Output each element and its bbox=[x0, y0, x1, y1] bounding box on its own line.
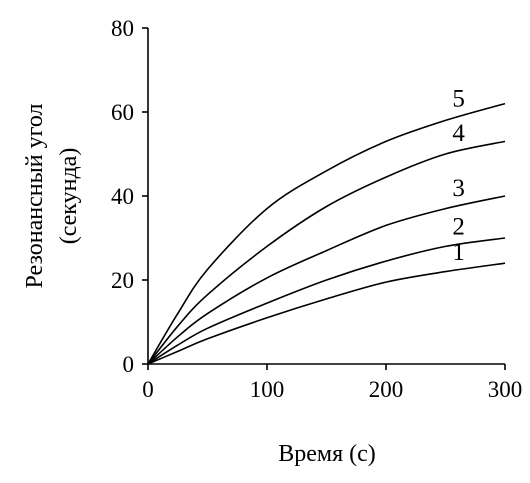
y-tick-label: 0 bbox=[123, 352, 135, 377]
y-tick-label: 60 bbox=[111, 100, 134, 125]
series-2-label: 2 bbox=[452, 214, 465, 241]
x-tick-label: 0 bbox=[142, 377, 154, 402]
labels-layer: 12 3 4 5 bbox=[452, 86, 465, 266]
series-3-label: 3 bbox=[452, 175, 465, 202]
y-tick-label: 80 bbox=[111, 16, 134, 41]
y-tick-label: 20 bbox=[111, 268, 134, 293]
x-tick-label: 200 bbox=[369, 377, 404, 402]
x-tick-label: 300 bbox=[488, 377, 523, 402]
series-4-label: 4 bbox=[452, 120, 465, 147]
series-4-line bbox=[147, 140, 506, 365]
curves-layer bbox=[147, 102, 506, 365]
series-2-line bbox=[147, 237, 506, 365]
series-3-line bbox=[147, 195, 506, 365]
series-5-line bbox=[147, 102, 506, 365]
y-axis-title-line-1: Резонансный угол bbox=[22, 103, 48, 288]
series-5-label: 5 bbox=[452, 86, 465, 113]
axes-layer: 0 20 40 60 80 0 100 200 300 bbox=[111, 16, 522, 402]
y-tick-label: 40 bbox=[111, 184, 134, 209]
y-axis-title-line-2: (секунда) bbox=[56, 148, 82, 245]
series-1-label: 1 bbox=[452, 239, 465, 266]
series-1-line bbox=[147, 262, 506, 365]
x-tick-label: 100 bbox=[250, 377, 285, 402]
x-axis-title: Время (с) bbox=[278, 441, 376, 467]
